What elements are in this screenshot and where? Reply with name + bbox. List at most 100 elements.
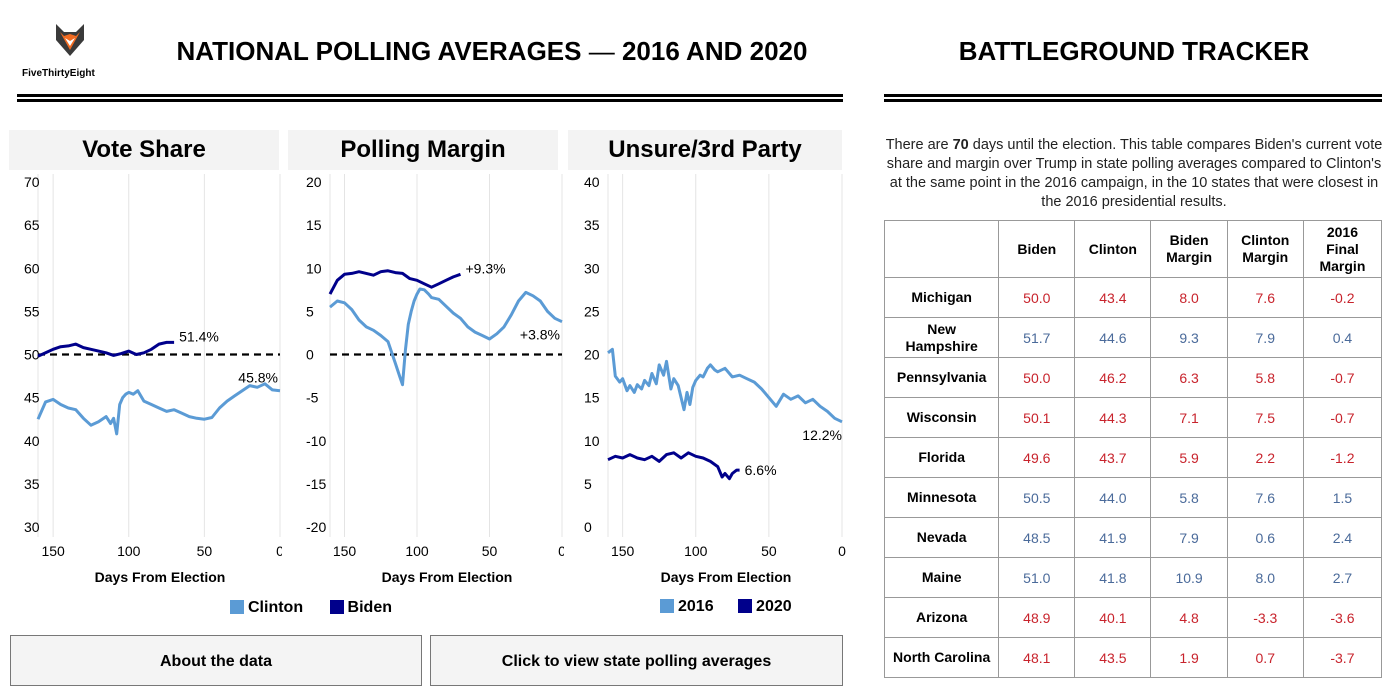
table-cell: 2.7 [1302, 557, 1383, 598]
table-row: New Hampshire 51.7 44.6 9.3 7.9 0.4 [883, 317, 1383, 358]
table-cell: 5.8 [1150, 477, 1228, 518]
y-tick-label: 5 [584, 476, 592, 492]
legend-label-2016: 2016 [678, 598, 714, 615]
table-cell: 50.0 [998, 357, 1076, 398]
legend-swatch-2020 [738, 599, 753, 613]
state-name: Michigan [883, 277, 1000, 318]
legend-label-clinton: Clinton [248, 599, 304, 616]
table-header: Biden Clinton Biden Margin Clinton Margin 20… [883, 220, 1383, 278]
table-row: Maine 51.0 41.8 10.9 8.0 2.7 [883, 557, 1383, 598]
x-tick-label: 0 [838, 543, 846, 559]
y-tick-label: 5 [306, 303, 314, 319]
table-cell: 7.9 [1226, 317, 1304, 358]
table-cell: 40.1 [1074, 597, 1152, 638]
table-cell: 48.9 [998, 597, 1076, 638]
column-header-label: Biden [1017, 240, 1057, 257]
state-name: Pennsylvania [883, 357, 1000, 398]
x-axis-label: Days From Election [382, 569, 513, 585]
state-name: New Hampshire [883, 317, 1000, 358]
table-cell: 50.1 [998, 397, 1076, 438]
column-header-label: Clinton [1088, 240, 1137, 257]
intro-post: days until the election. This table comp… [886, 137, 1383, 210]
table-cell: 1.5 [1302, 477, 1383, 518]
table-cell: 44.3 [1074, 397, 1152, 438]
y-tick-label: 10 [584, 433, 600, 449]
about-data-button[interactable]: About the data [10, 635, 422, 686]
table-cell: 5.8 [1226, 357, 1304, 398]
column-header: Clinton Margin [1226, 220, 1304, 278]
table-cell: 43.4 [1074, 277, 1152, 318]
legend-right: 2016 2020 [660, 598, 792, 616]
y-tick-label: 70 [24, 174, 40, 190]
fivethirtyeight-logo[interactable]: FiveThirtyEight [22, 20, 118, 82]
y-tick-label: -5 [306, 390, 319, 406]
state-name: Minnesota [883, 477, 1000, 518]
legend-label-biden: Biden [347, 599, 392, 616]
x-tick-label: 100 [117, 543, 141, 559]
intro-pre: There are [885, 137, 953, 153]
end-value-label: 51.4% [179, 328, 219, 344]
table-cell: 2.2 [1226, 437, 1304, 478]
y-tick-label: 15 [584, 390, 600, 406]
title-rule-top [17, 94, 843, 97]
y-tick-label: 45 [24, 390, 40, 406]
y-tick-label: 30 [24, 519, 40, 535]
table-cell: 0.4 [1302, 317, 1383, 358]
table-cell: 1.9 [1150, 637, 1228, 678]
column-header-label: 2016 Final Margin [1319, 223, 1366, 274]
table-cell: -0.7 [1302, 357, 1383, 398]
battleground-title: BATTLEGROUND TRACKER [958, 36, 1310, 66]
table-cell: 43.7 [1074, 437, 1152, 478]
end-value-label: 45.8% [238, 370, 278, 386]
table-cell: 10.9 [1150, 557, 1228, 598]
table-row: Pennsylvania 50.0 46.2 6.3 5.8 -0.7 [883, 357, 1383, 398]
legend-swatch-clinton [230, 600, 244, 614]
table-cell: 50.0 [998, 277, 1076, 318]
x-tick-label: 100 [405, 543, 429, 559]
table-cell: -3.6 [1302, 597, 1383, 638]
table-cell: 0.6 [1226, 517, 1304, 558]
x-tick-label: 150 [611, 543, 635, 559]
column-header: 2016 Final Margin [1302, 220, 1383, 278]
legend-label-2020: 2020 [756, 598, 792, 615]
end-value-label: 6.6% [745, 462, 777, 478]
column-header-label: Clinton Margin [1241, 232, 1290, 265]
table-cell: 41.8 [1074, 557, 1152, 598]
state-polling-button[interactable]: Click to view state polling averages [430, 635, 843, 686]
series-line-biden [328, 269, 462, 295]
column-header: Biden Margin [1150, 220, 1228, 278]
end-value-label: +9.3% [466, 260, 506, 276]
state-name: Arizona [883, 597, 1000, 638]
table-cell: 7.1 [1150, 397, 1228, 438]
y-tick-label: -20 [306, 519, 326, 535]
table-cell: 7.6 [1226, 277, 1304, 318]
table-cell: 50.5 [998, 477, 1076, 518]
y-tick-label: 35 [24, 476, 40, 492]
table-cell: 48.1 [998, 637, 1076, 678]
x-tick-label: 50 [482, 543, 498, 559]
table-cell: 44.0 [1074, 477, 1152, 518]
table-row: Michigan 50.0 43.4 8.0 7.6 -0.2 [883, 277, 1383, 318]
table-cell: 0.7 [1226, 637, 1304, 678]
table-row: Wisconsin 50.1 44.3 7.1 7.5 -0.7 [883, 397, 1383, 438]
column-header-label: Biden Margin [1166, 232, 1212, 265]
y-tick-label: 20 [584, 347, 600, 363]
series-line-clinton [36, 382, 281, 436]
panel-title-polling-margin: Polling Margin [288, 130, 558, 170]
table-cell: -1.2 [1302, 437, 1383, 478]
battleground-rule-top [884, 94, 1382, 97]
table-cell: -3.3 [1226, 597, 1304, 638]
title-main: NATIONAL POLLING AVERAGES [176, 36, 582, 66]
battleground-rule-bottom [884, 99, 1382, 102]
logo-text: FiveThirtyEight [22, 68, 95, 79]
legend-item-biden: Biden [329, 599, 392, 616]
fox-icon [56, 24, 84, 56]
series-line-biden [37, 340, 175, 358]
column-header: Clinton [1074, 220, 1152, 278]
series-line-2020 [607, 451, 740, 481]
table-row: Nevada 48.5 41.9 7.9 0.6 2.4 [883, 517, 1383, 558]
state-name: Florida [883, 437, 1000, 478]
table-row: Arizona 48.9 40.1 4.8 -3.3 -3.6 [883, 597, 1383, 638]
y-tick-label: 35 [584, 217, 600, 233]
